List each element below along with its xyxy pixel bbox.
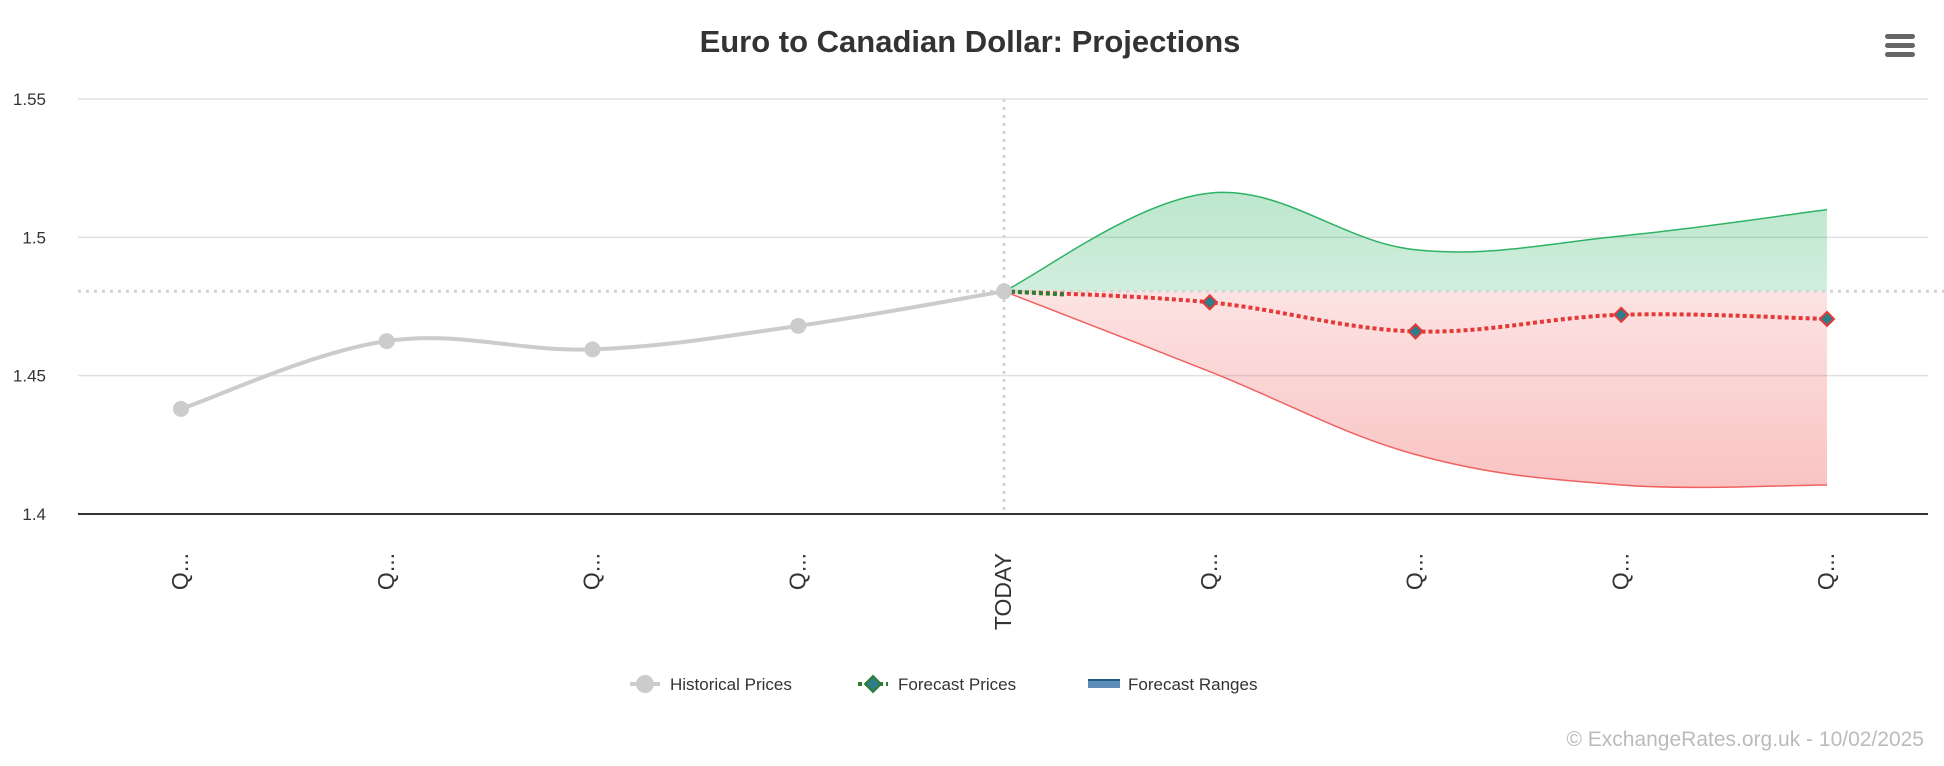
forecast-price-point (1407, 322, 1424, 340)
y-tick-label: 1.55 (13, 90, 46, 109)
legend-label: Forecast Ranges (1128, 675, 1257, 694)
chart-credit[interactable]: © ExchangeRates.org.uk - 10/02/2025 (1566, 728, 1924, 751)
legend-item-forecast-ranges[interactable]: Forecast Ranges (1088, 675, 1257, 694)
forecast-ranges-legend-symbol (1088, 680, 1120, 688)
historical-price-point (378, 333, 395, 350)
x-tick-label: Q... (167, 553, 193, 590)
forecast-prices-line-start (1003, 289, 1065, 297)
forecast-range-area (1003, 191, 1828, 489)
x-tick-label: TODAY (990, 553, 1016, 630)
x-tick-label: Q... (579, 553, 605, 590)
forecast-range-high-area (1004, 192, 1827, 292)
series-markers (173, 283, 1836, 417)
legend-item-historical-prices[interactable]: Historical Prices (630, 675, 792, 694)
y-tick-label: 1.45 (13, 367, 46, 386)
x-tick-label: Q... (1402, 553, 1428, 590)
hamburger-menu-icon[interactable] (1882, 30, 1918, 62)
historical-price-point (996, 283, 1012, 300)
forecast-price-point (1201, 293, 1219, 311)
x-tick-label: Q... (784, 553, 810, 590)
historical-prices-legend-marker (636, 675, 654, 693)
forecast-range-high-line (1003, 191, 1828, 292)
y-tick-label: 1.4 (22, 505, 46, 524)
forecast-price-point (1612, 306, 1630, 324)
axes: Q... Q... Q... Q... TODAY Q... Q... Q... Q... (78, 513, 1928, 630)
chart-title: Euro to Canadian Dollar: Projections (700, 24, 1241, 59)
y-tick-label: 1.5 (22, 228, 46, 247)
reference-lines (78, 99, 1944, 514)
legend-label: Forecast Prices (898, 675, 1016, 694)
legend[interactable]: Historical Prices Forecast Prices Forecast… (630, 674, 1257, 694)
historical-price-point (584, 341, 601, 358)
historical-price-point (790, 317, 807, 334)
forecast-range-low-line (1003, 290, 1828, 489)
forecast-prices-legend-marker (863, 674, 883, 694)
x-tick-label: Q... (373, 553, 399, 590)
forecast-range-low-area (1004, 291, 1827, 488)
x-tick-label: Q... (1196, 553, 1222, 590)
legend-item-forecast-prices[interactable]: Forecast Prices (858, 674, 1016, 694)
x-tick-label: Q... (1813, 553, 1839, 590)
legend-label: Historical Prices (670, 675, 792, 694)
x-tick-label: Q... (1607, 553, 1633, 590)
forecast-price-point (1818, 310, 1836, 328)
historical-price-point (173, 400, 189, 417)
